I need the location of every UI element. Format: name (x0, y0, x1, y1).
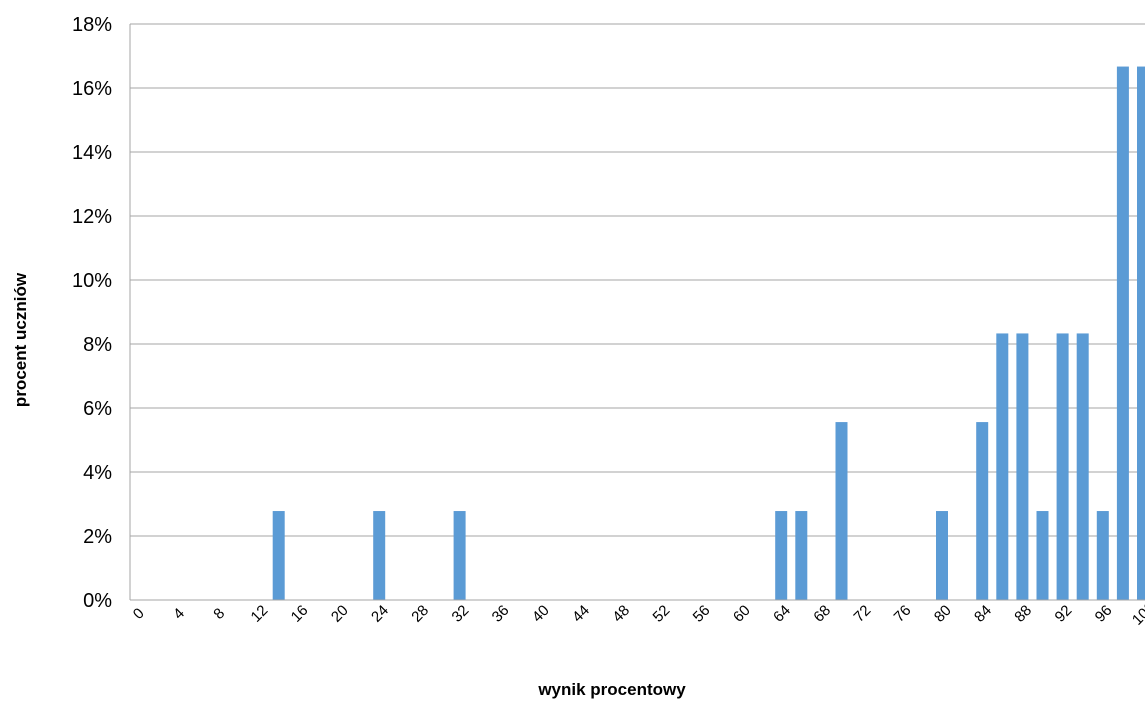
x-axis-title: wynik procentowy (537, 680, 686, 699)
x-tick-label: 64 (770, 602, 794, 626)
x-tick-label: 80 (931, 602, 955, 626)
y-tick-label: 0% (83, 590, 112, 612)
y-axis-title: procent uczniów (11, 272, 30, 407)
x-tick-label: 96 (1092, 602, 1116, 626)
x-tick-label: 92 (1052, 602, 1076, 626)
bar (775, 511, 788, 600)
x-tick-labels: 0 4 8 12 16 20 24 28 32 36 40 44 48 52 56 60 64 68 72 76 80 8… (130, 599, 1145, 629)
x-tick-label: 44 (569, 602, 593, 626)
bar (1076, 333, 1089, 600)
x-tick-label: 56 (690, 602, 714, 626)
y-tick-label: 14% (72, 142, 112, 164)
x-tick-label: 52 (650, 602, 674, 626)
y-tick-label: 10% (72, 270, 112, 292)
x-tick-label: 48 (609, 602, 633, 626)
x-tick-label: 20 (328, 602, 352, 626)
bar (453, 511, 466, 600)
bars (272, 66, 1145, 600)
x-tick-label: 28 (408, 602, 432, 626)
bar (1036, 511, 1049, 600)
x-tick-label: 16 (288, 602, 312, 626)
x-tick-label: 24 (368, 602, 392, 626)
bar (835, 422, 848, 600)
y-tick-label: 4% (83, 462, 112, 484)
bar (1096, 511, 1109, 600)
bar (996, 333, 1009, 600)
gridlines (130, 23, 1145, 537)
x-tick-label: 4 (170, 605, 188, 623)
x-tick-label: 32 (449, 602, 473, 626)
x-tick-label: 68 (810, 602, 834, 626)
bar (1116, 66, 1129, 600)
x-tick-label: 72 (851, 602, 875, 626)
y-tick-label: 6% (83, 398, 112, 420)
x-tick-label: 76 (891, 602, 915, 626)
x-tick-label: 60 (730, 602, 754, 626)
bar (976, 422, 989, 600)
y-tick-label: 16% (72, 78, 112, 100)
y-tick-label: 2% (83, 526, 112, 548)
x-tick-label: 12 (248, 602, 272, 626)
bar (1016, 333, 1029, 600)
axes (129, 24, 1145, 601)
bar (373, 511, 386, 600)
bar (936, 511, 948, 600)
y-tick-labels: 0% 2% 4% 6% 8% 10% 12% 14% 16% 18% (72, 14, 112, 612)
x-tick-label: 84 (971, 602, 995, 626)
y-tick-label: 8% (83, 334, 112, 356)
bar (272, 511, 285, 600)
x-tick-label: 88 (1011, 602, 1035, 626)
x-tick-label: 100 (1129, 599, 1145, 629)
x-tick-label: 40 (529, 602, 553, 626)
y-tick-label: 18% (72, 14, 112, 36)
x-tick-label: 36 (489, 602, 513, 626)
bar (1056, 333, 1069, 600)
bar (1137, 66, 1145, 600)
bar (795, 511, 808, 600)
y-tick-label: 12% (72, 206, 112, 228)
x-tick-label: 8 (210, 605, 228, 623)
x-tick-label: 0 (130, 605, 148, 623)
